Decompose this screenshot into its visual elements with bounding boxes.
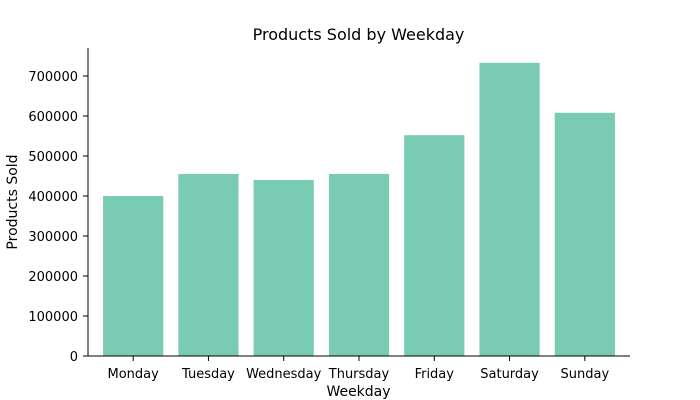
- y-axis-label: Products Sold: [5, 154, 21, 249]
- y-tick-label-700000: 700000: [28, 70, 78, 85]
- y-tick-label-300000: 300000: [28, 230, 78, 245]
- bar-sunday: [554, 112, 615, 356]
- chart-title: Products Sold by Weekday: [253, 25, 465, 44]
- x-tick-label-sunday: Sunday: [561, 367, 610, 382]
- y-tick-label-100000: 100000: [28, 310, 78, 325]
- x-axis-label: Weekday: [326, 384, 390, 400]
- x-ticks-group: Monday Tuesday Wednesday Thursday Friday Satu…: [108, 356, 610, 382]
- bar-tuesday: [178, 174, 239, 356]
- y-tick-label-400000: 400000: [28, 190, 78, 205]
- x-tick-label-monday: Monday: [108, 367, 160, 382]
- bar-thursday: [328, 174, 390, 356]
- bars-group: [103, 62, 615, 357]
- bar-saturday: [479, 62, 540, 357]
- y-ticks-group: 0 100000 200000 300000 400000 500000 600000 700…: [28, 70, 88, 365]
- bar-wednesday: [253, 180, 314, 356]
- y-tick-label-500000: 500000: [28, 150, 78, 165]
- y-tick-label-200000: 200000: [28, 270, 78, 285]
- x-tick-label-saturday: Saturday: [480, 367, 539, 382]
- bar-friday: [404, 135, 465, 356]
- y-tick-label-0: 0: [70, 350, 78, 365]
- bar-monday: [103, 196, 164, 356]
- x-tick-label-wednesday: Wednesday: [246, 367, 322, 382]
- y-tick-label-600000: 600000: [28, 110, 78, 125]
- x-tick-label-friday: Friday: [415, 367, 455, 382]
- x-tick-label-thursday: Thursday: [328, 367, 390, 382]
- x-tick-label-tuesday: Tuesday: [181, 367, 235, 382]
